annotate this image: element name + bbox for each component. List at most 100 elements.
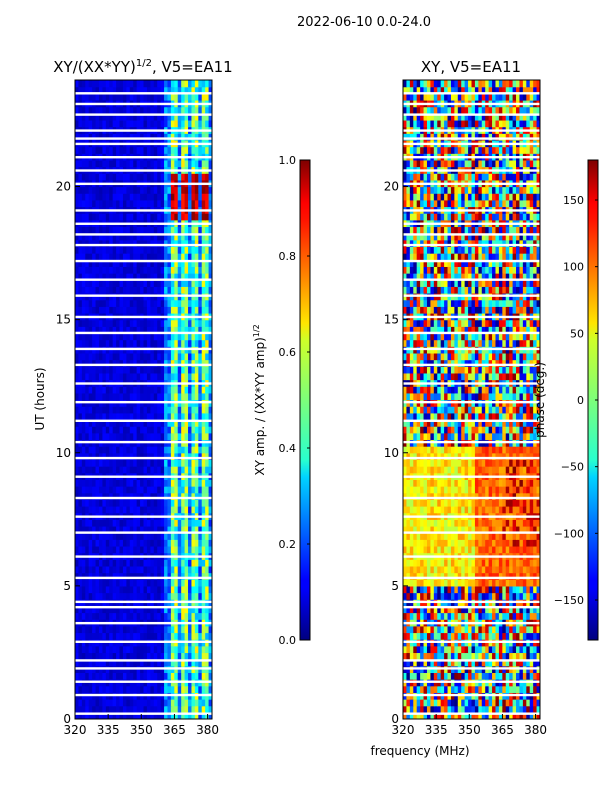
heat-cell (130, 306, 134, 313)
heat-cell (533, 646, 537, 653)
heat-cell (495, 613, 499, 620)
heat-cell (157, 426, 161, 433)
heat-cell (161, 353, 165, 360)
heat-cell (205, 459, 209, 466)
heat-cell (116, 286, 120, 293)
heat-cell (99, 579, 103, 586)
heat-cell (519, 579, 523, 586)
heat-cell (195, 173, 199, 180)
heat-cell (430, 546, 434, 553)
heat-cell (178, 286, 182, 293)
heat-cell (109, 213, 113, 220)
heat-cell (509, 626, 513, 633)
heat-cell (181, 320, 185, 327)
heat-cell (157, 579, 161, 586)
heat-cell (164, 366, 168, 373)
heat-cell (472, 613, 476, 620)
heat-cell (106, 286, 110, 293)
heat-cell (174, 107, 178, 114)
heat-cell (144, 593, 148, 600)
heat-cell (174, 699, 178, 706)
heat-cell (137, 147, 141, 154)
heat-cell (89, 519, 93, 526)
heat-cell (140, 593, 144, 600)
heat-cell (489, 706, 493, 713)
heat-cell (205, 699, 209, 706)
heat-cell (205, 120, 209, 127)
heat-cell (133, 486, 137, 493)
flagged-row (75, 103, 212, 105)
heat-cell (451, 593, 455, 600)
heat-cell (198, 300, 202, 307)
heat-cell (123, 506, 127, 513)
heat-cell (96, 699, 100, 706)
heat-cell (198, 699, 202, 706)
heat-cell (406, 652, 410, 659)
heat-cell (147, 559, 151, 566)
heat-cell (458, 559, 462, 566)
heat-cell (530, 626, 534, 633)
heat-cell (167, 193, 171, 200)
heat-cell (441, 646, 445, 653)
heat-cell (150, 433, 154, 440)
heat-cell (451, 566, 455, 573)
heat-cell (99, 213, 103, 220)
heat-cell (106, 413, 110, 420)
heat-cell (406, 559, 410, 566)
heat-cell (458, 593, 462, 600)
heat-cell (167, 539, 171, 546)
heat-cell (181, 459, 185, 466)
heat-cell (167, 699, 171, 706)
heat-cell (126, 486, 130, 493)
heat-cell (96, 426, 100, 433)
heat-cell (133, 120, 137, 127)
heat-cell (171, 686, 175, 693)
heat-cell (441, 672, 445, 679)
heat-cell (140, 80, 144, 87)
heat-cell (144, 173, 148, 180)
heat-cell (109, 466, 113, 473)
heat-cell (126, 652, 130, 659)
heat-cell (150, 306, 154, 313)
heat-cell (116, 393, 120, 400)
heat-cell (458, 706, 462, 713)
heat-cell (161, 519, 165, 526)
heat-cell (174, 406, 178, 413)
heat-cell (154, 253, 158, 260)
heat-cell (144, 187, 148, 194)
heat-cell (174, 706, 178, 713)
heat-cell (178, 200, 182, 207)
heat-cell (150, 320, 154, 327)
heat-cell (516, 613, 520, 620)
heat-cell (126, 466, 130, 473)
heat-cell (430, 652, 434, 659)
heat-cell (154, 479, 158, 486)
heat-cell (448, 539, 452, 546)
heat-cell (191, 413, 195, 420)
heat-cell (99, 320, 103, 327)
heat-cell (140, 672, 144, 679)
heat-cell (82, 286, 86, 293)
heat-cell (202, 593, 206, 600)
heat-cell (188, 446, 192, 453)
heat-cell (133, 193, 137, 200)
heat-cell (126, 200, 130, 207)
heat-cell (106, 566, 110, 573)
heat-cell (109, 147, 113, 154)
heat-cell (198, 613, 202, 620)
heat-cell (123, 652, 127, 659)
heat-cell (174, 340, 178, 347)
heat-cell (403, 626, 407, 633)
heat-cell (109, 539, 113, 546)
heat-cell (191, 300, 195, 307)
heat-cell (78, 479, 82, 486)
heat-cell (150, 672, 154, 679)
heat-cell (458, 579, 462, 586)
heat-cell (92, 286, 96, 293)
heat-cell (164, 646, 168, 653)
heat-cell (99, 406, 103, 413)
heat-cell (185, 213, 189, 220)
heat-cell (102, 486, 106, 493)
heat-cell (157, 80, 161, 87)
heat-cell (116, 446, 120, 453)
